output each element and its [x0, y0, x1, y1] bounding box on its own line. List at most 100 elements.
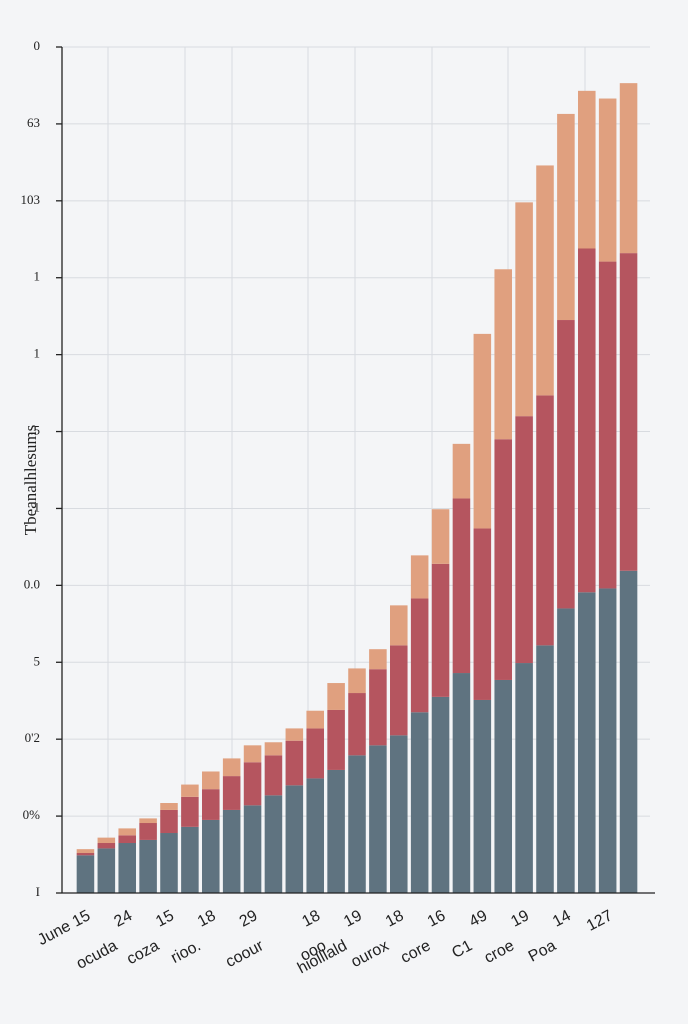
- x-tick-label: 18: [299, 907, 323, 930]
- bar-segment: [410, 712, 429, 893]
- bar-segment: [327, 769, 345, 893]
- bar-segment: [494, 679, 512, 893]
- y-tick-label: I: [36, 884, 40, 899]
- bar-segment: [306, 728, 324, 779]
- bar-segment: [473, 699, 492, 893]
- x-tick-label: 18: [383, 907, 407, 930]
- bar-segment: [243, 745, 262, 763]
- bar-segment: [327, 709, 345, 770]
- bar-segment: [285, 740, 304, 786]
- bar-segment: [139, 839, 157, 893]
- bar-segment: [97, 843, 116, 849]
- y-tick-label: 0: [34, 38, 41, 53]
- bar-segment: [348, 693, 366, 756]
- x-tick-label: 15: [153, 907, 177, 930]
- bar-segment: [76, 853, 95, 856]
- bar-segment: [557, 320, 575, 609]
- bar-segment: [348, 755, 366, 893]
- bar-segment: [139, 818, 157, 824]
- bar-segment: [578, 248, 596, 593]
- bar-segment: [181, 826, 199, 893]
- bar-segment: [536, 395, 554, 646]
- bar-segment: [578, 90, 596, 249]
- bar-segment: [431, 696, 450, 893]
- bar-segment: [473, 333, 492, 529]
- bar-segment: [390, 735, 408, 893]
- y-tick-label: 63: [27, 115, 40, 130]
- bar-segment: [410, 555, 429, 599]
- bar-segment: [222, 809, 241, 893]
- bar-segment: [160, 833, 178, 893]
- bar-segment: [327, 683, 345, 710]
- x-tick-label: 14: [550, 907, 574, 930]
- bar-segment: [473, 528, 492, 700]
- x-tick-label: 19: [508, 907, 532, 930]
- bar-segment: [306, 778, 324, 893]
- bar-segment: [619, 253, 638, 571]
- bar-segment: [285, 728, 304, 741]
- bar-segment: [97, 848, 116, 893]
- x-tick-label: 16: [425, 907, 449, 930]
- bar-segment: [97, 837, 116, 844]
- bar-segment: [348, 668, 366, 694]
- bar-segment: [243, 762, 262, 806]
- bar-segment: [598, 588, 617, 893]
- bar-segment: [390, 605, 408, 646]
- bar-segment: [598, 98, 617, 262]
- bar-segment: [598, 261, 617, 589]
- x-tick-label: 19: [341, 907, 365, 930]
- bar-segment: [222, 776, 241, 810]
- bar-segment: [452, 498, 471, 674]
- bar-segment: [222, 758, 241, 777]
- y-tick-label: 1: [34, 269, 41, 284]
- bar-segment: [369, 669, 387, 746]
- bar-segment: [118, 835, 136, 844]
- bar-segment: [578, 592, 596, 893]
- bar-segment: [452, 443, 471, 499]
- y-tick-label: 0'2: [25, 730, 40, 745]
- bar-segment: [431, 509, 450, 564]
- x-tick-label: 18: [195, 907, 219, 930]
- bar-segment: [619, 570, 638, 893]
- y-tick-label: 0%: [23, 807, 41, 822]
- bar-segment: [264, 755, 283, 796]
- bar-segment: [118, 843, 136, 893]
- bar-segment: [181, 784, 199, 797]
- bar-segment: [536, 645, 554, 893]
- bar-segment: [452, 673, 471, 893]
- bar-segment: [181, 796, 199, 827]
- bar-segment: [160, 809, 178, 834]
- bar-segment: [369, 649, 387, 670]
- bar-segment: [494, 439, 512, 680]
- bar-segment: [536, 165, 554, 396]
- y-tick-label: 5: [34, 653, 41, 668]
- x-tick-label: 29: [237, 907, 261, 930]
- bar-segment: [557, 113, 575, 321]
- bar-segment: [160, 803, 178, 810]
- bar-segment: [202, 771, 220, 790]
- bar-segment: [264, 742, 283, 756]
- bar-segment: [369, 745, 387, 893]
- y-axis-title: Tbeanalhlesums: [21, 425, 40, 535]
- y-tick-label: 103: [21, 192, 41, 207]
- bar-segment: [390, 645, 408, 736]
- y-tick-label: 1: [34, 499, 41, 514]
- y-tick-label: 1: [34, 346, 41, 361]
- bar-segment: [410, 598, 429, 713]
- bar-segment: [76, 849, 95, 854]
- bar-segment: [285, 785, 304, 893]
- bar-segment: [76, 855, 95, 893]
- x-tick-label: 49: [466, 907, 490, 930]
- bar-segment: [139, 823, 157, 840]
- bar-segment: [118, 828, 136, 836]
- bar-segment: [202, 789, 220, 820]
- bar-segment: [619, 83, 638, 254]
- bar-segment: [202, 819, 220, 893]
- bar-segment: [306, 710, 324, 729]
- y-tick-label: .5: [30, 423, 40, 438]
- bar-segment: [557, 608, 575, 893]
- bar-segment: [515, 202, 533, 417]
- bar-segment: [243, 805, 262, 893]
- bar-segment: [494, 269, 512, 440]
